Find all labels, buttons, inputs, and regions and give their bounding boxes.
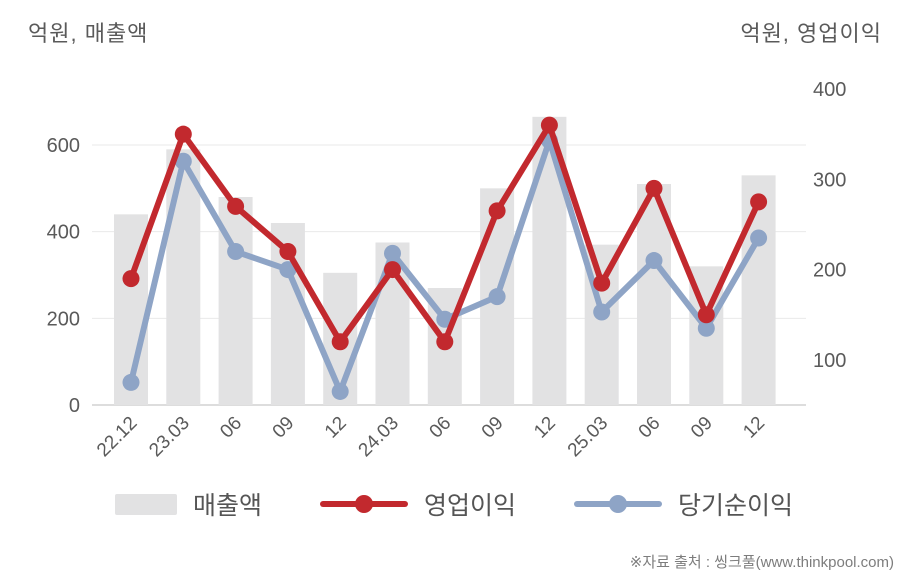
x-axis-tick-label: 25.03 xyxy=(564,413,612,461)
operating-profit-point xyxy=(436,333,454,351)
left-axis-tick-label: 0 xyxy=(69,395,80,417)
revenue-bar xyxy=(741,175,776,405)
net-income-point xyxy=(174,152,192,170)
operating-profit-point xyxy=(750,193,768,211)
right-axis-title: 억원, 영업이익 xyxy=(740,21,882,46)
operating-profit-point xyxy=(122,270,140,288)
legend-item-revenue[interactable]: 매출액 xyxy=(114,486,262,522)
net-income-point xyxy=(697,319,715,337)
net-income-point xyxy=(331,382,349,400)
legend-line-swatch xyxy=(574,495,662,513)
operating-profit-point xyxy=(174,125,192,143)
x-axis-tick-label: 09 xyxy=(269,413,299,443)
x-axis-tick-label: 12 xyxy=(321,413,351,443)
right-axis-tick-label: 200 xyxy=(813,260,846,282)
net-income-point xyxy=(227,243,245,261)
x-axis-tick-label: 09 xyxy=(687,413,717,443)
right-axis-tick-label: 300 xyxy=(813,169,846,191)
net-income-point xyxy=(593,303,611,321)
net-income-point xyxy=(488,288,506,306)
chart-legend: 매출액 영업이익 당기순이익 xyxy=(0,486,908,522)
x-axis-tick-label: 06 xyxy=(635,413,665,443)
legend-item-net-income[interactable]: 당기순이익 xyxy=(574,486,793,522)
operating-profit-point xyxy=(540,116,558,134)
net-income-point xyxy=(750,229,768,247)
left-axis-title: 억원, 매출액 xyxy=(28,21,149,46)
legend-label: 매출액 xyxy=(192,492,262,520)
operating-profit-point xyxy=(384,261,401,279)
net-income-point xyxy=(384,244,401,262)
legend-line-dot xyxy=(609,495,627,513)
operating-profit-point xyxy=(697,306,715,324)
legend-label: 당기순이익 xyxy=(678,492,794,520)
operating-profit-point xyxy=(227,197,245,215)
x-axis-tick-label: 24.03 xyxy=(355,413,403,461)
legend-bar-swatch xyxy=(114,493,177,515)
left-axis-tick-label: 200 xyxy=(47,308,80,330)
left-axis-tick-label: 600 xyxy=(47,135,80,157)
legend-item-operating-profit[interactable]: 영업이익 xyxy=(319,486,516,522)
net-income-point xyxy=(279,261,297,279)
x-axis-tick-label: 23.03 xyxy=(145,413,193,461)
x-axis-tick-label: 06 xyxy=(216,413,246,443)
data-source-note: ※자료 출처 : 씽크풀(www.thinkpool.com) xyxy=(629,554,894,571)
right-axis-tick-label: 400 xyxy=(813,79,846,101)
legend-label: 영업이익 xyxy=(423,492,516,520)
x-axis-tick-label: 12 xyxy=(739,413,769,443)
right-axis-tick-label: 100 xyxy=(813,350,846,372)
operating-profit-point xyxy=(279,243,297,261)
x-axis-tick-label: 06 xyxy=(426,413,456,443)
operating-profit-point xyxy=(488,202,506,220)
x-axis-tick-label: 12 xyxy=(530,413,560,443)
legend-line-swatch xyxy=(319,495,408,513)
net-income-point xyxy=(122,373,140,391)
net-income-point xyxy=(645,252,663,270)
operating-profit-point xyxy=(331,333,349,351)
left-axis-tick-label: 400 xyxy=(47,222,80,244)
operating-profit-point xyxy=(645,179,663,197)
x-axis-tick-label: 09 xyxy=(478,413,508,443)
x-axis-tick-label: 22.12 xyxy=(93,413,141,461)
revenue-bar xyxy=(166,149,201,405)
legend-line-dot xyxy=(354,495,373,513)
operating-profit-point xyxy=(593,274,611,292)
